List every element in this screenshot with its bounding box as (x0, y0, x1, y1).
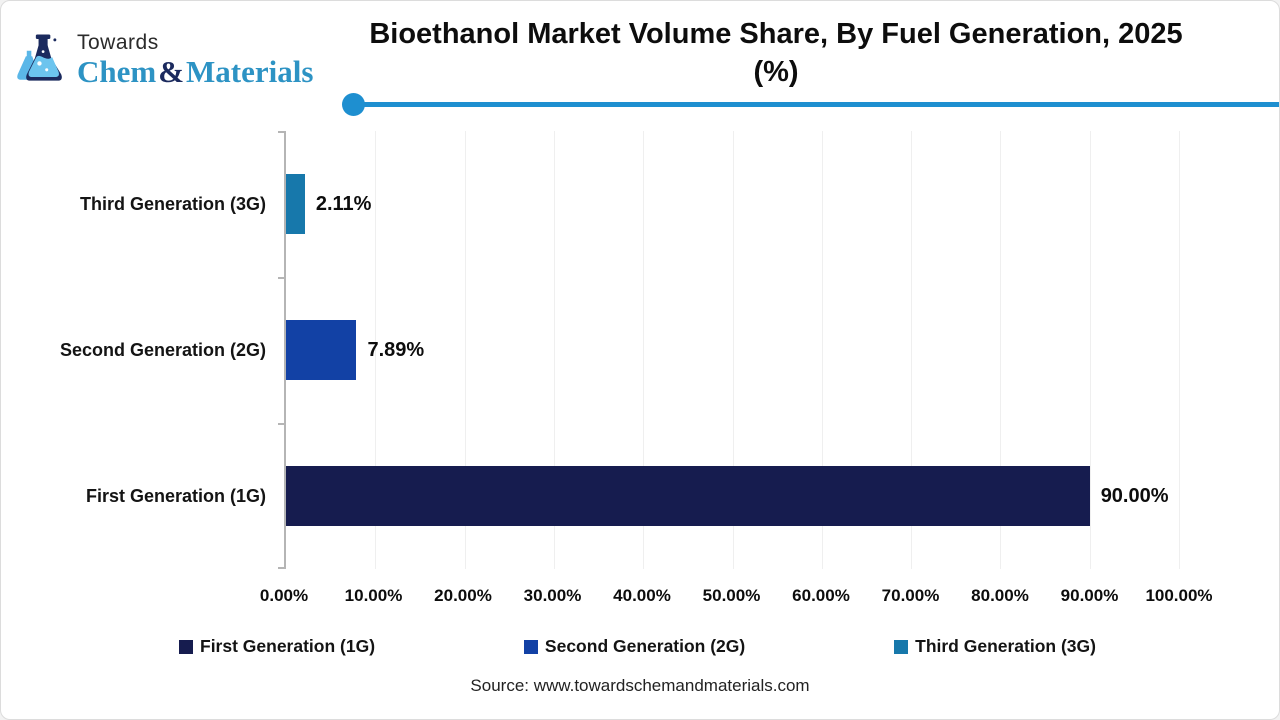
logo-brand-chem: Chem (77, 54, 157, 89)
gridline (911, 131, 913, 569)
x-tick-label: 20.00% (434, 586, 492, 605)
logo: Towards Chem&Materials (15, 27, 313, 89)
legend-label: First Generation (1G) (200, 636, 376, 656)
gridline (464, 131, 466, 569)
legend-swatch (179, 639, 193, 654)
gridline (643, 131, 645, 569)
gridline (375, 131, 377, 569)
legend-swatch (894, 639, 909, 654)
x-tick-label: 30.00% (523, 586, 582, 605)
x-tick-label: 70.00% (881, 586, 940, 605)
gridline (553, 131, 555, 569)
bar (286, 174, 305, 234)
y-axis-tick (278, 131, 285, 133)
source-text: Source: www.towardschemandmaterials.com (470, 676, 810, 695)
legend-item: First Generation (1G) (179, 636, 375, 657)
category-axis-labels: Third Generation (3G) Second Generation (… (21, 131, 266, 569)
chart-title: Bioethanol Market Volume Share, By Fuel … (369, 18, 1183, 89)
plot-area: 2.11% 7.89% 90.00% (278, 131, 1180, 569)
flask-icon (17, 34, 62, 81)
gridline (1089, 131, 1091, 569)
bar-value-label: 2.11% (315, 192, 372, 215)
logo-brand-materials: Materials (186, 54, 314, 89)
x-tick-label: 60.00% (792, 586, 850, 605)
gridline (1000, 131, 1002, 569)
y-axis-tick (278, 567, 285, 569)
title-underline (354, 102, 1279, 107)
title-underline-dot (342, 93, 365, 116)
x-tick-label: 0.00% (259, 586, 309, 605)
bar (286, 320, 357, 380)
category-label: Third Generation (3G) (79, 193, 266, 214)
bar-row: 2.11% (286, 131, 1179, 277)
legend: First Generation (1G) Second Generation (… (179, 636, 1096, 657)
legend-swatch (523, 639, 538, 654)
legend-item: Second Generation (2G) (523, 636, 746, 657)
logo-brand: Chem&Materials (77, 56, 313, 87)
gridline (821, 131, 823, 569)
x-tick-label: 40.00% (613, 586, 671, 605)
x-axis-labels: 0.00% 10.00% 20.00% 30.00% 40.00% 50.00% 60.00… (260, 586, 1213, 614)
x-tick-label: 50.00% (702, 586, 761, 605)
bar (286, 466, 1090, 526)
bar-value-label: 90.00% (1100, 484, 1169, 507)
bar-row: 7.89% (286, 277, 1179, 423)
bar-value-label: 7.89% (367, 338, 425, 361)
logo-brand-amp: & (158, 54, 185, 89)
x-tick-label: 10.00% (344, 586, 403, 605)
logo-text: Towards Chem&Materials (77, 27, 313, 87)
logo-towards: Towards (77, 31, 159, 54)
gridline (732, 131, 734, 569)
category-label: Second Generation (2G) (59, 339, 266, 360)
category-label: First Generation (1G) (85, 485, 266, 506)
x-tick-label: 90.00% (1060, 586, 1119, 605)
legend-item: Third Generation (3G) (894, 636, 1096, 657)
legend-label: Second Generation (2G) (544, 636, 746, 656)
y-axis-tick (278, 277, 285, 279)
legend-label: Third Generation (3G) (915, 636, 1096, 656)
x-tick-label: 80.00% (971, 586, 1029, 605)
bar-row: 90.00% (286, 423, 1179, 569)
x-tick-label: 100.00% (1145, 586, 1213, 605)
y-axis-tick (278, 423, 285, 425)
gridline (1179, 131, 1180, 569)
